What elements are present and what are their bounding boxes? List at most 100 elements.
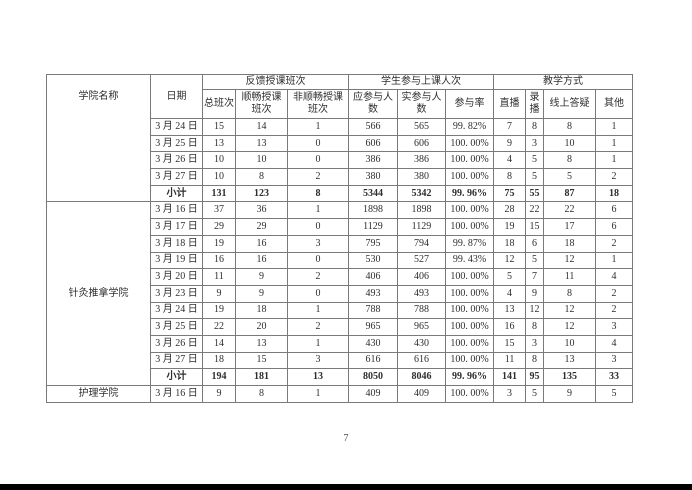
date-cell: 3 月 25 日: [150, 134, 203, 153]
date-cell: 3 月 25 日: [150, 318, 203, 336]
header-date: 日期: [150, 74, 203, 119]
date-cell: 3 月 23 日: [150, 284, 203, 303]
value-cell: 7: [525, 268, 545, 286]
value-cell: 87: [543, 184, 597, 203]
value-cell: 0: [287, 284, 349, 303]
value-cell: 2: [595, 168, 634, 186]
value-cell: 99. 43%: [444, 251, 495, 270]
value-cell: 14: [202, 334, 236, 353]
value-cell: 12: [543, 251, 597, 270]
value-cell: 29: [202, 218, 236, 236]
value-cell: 430: [348, 334, 398, 353]
date-cell: 3 月 24 日: [150, 301, 203, 320]
date-cell: 3 月 18 日: [150, 234, 203, 253]
value-cell: 1129: [348, 218, 398, 236]
value-cell: 565: [397, 118, 446, 136]
value-cell: 5342: [397, 184, 446, 203]
value-cell: 8: [525, 318, 545, 336]
value-cell: 409: [348, 385, 398, 403]
value-cell: 99. 96%: [444, 184, 495, 203]
value-cell: 2: [595, 234, 634, 253]
college-name-cell: 针灸推拿学院: [46, 201, 151, 386]
value-cell: 100. 00%: [444, 151, 495, 170]
value-cell: 13: [287, 368, 349, 386]
value-cell: 8: [525, 118, 545, 136]
date-cell: 3 月 16 日: [150, 385, 203, 403]
value-cell: 36: [235, 201, 288, 220]
header-college-cell: 学院名称: [46, 73, 151, 203]
value-cell: 965: [348, 318, 398, 336]
value-cell: 8: [543, 151, 597, 170]
value-cell: 5: [525, 151, 545, 170]
value-cell: 386: [348, 151, 398, 170]
value-cell: 5: [543, 168, 597, 186]
value-cell: 8: [493, 168, 527, 186]
value-cell: 11: [493, 351, 527, 370]
value-cell: 16: [493, 318, 527, 336]
value-cell: 2: [287, 318, 349, 336]
header-row-columns: 总班次 顺畅授课班次 非顺畅授课班次 应参与人数 实参与人数 参与率 直播 录播…: [47, 89, 634, 119]
value-cell: 527: [397, 251, 446, 270]
value-cell: 1: [595, 134, 634, 153]
value-cell: 18: [235, 301, 288, 320]
header-row-groups: 学院名称 日期 反馈授课班次 学生参与上课人次 教学方式: [46, 73, 634, 203]
value-cell: 386: [397, 151, 446, 170]
value-cell: 18: [595, 184, 634, 203]
header-total-classes: 总班次: [202, 89, 236, 119]
date-cell: 3 月 26 日: [150, 334, 203, 353]
value-cell: 13: [235, 134, 288, 153]
value-cell: 3: [595, 351, 634, 370]
value-cell: 4: [493, 151, 527, 170]
value-cell: 6: [595, 201, 634, 220]
value-cell: 15: [235, 351, 288, 370]
value-cell: 0: [287, 251, 349, 270]
value-cell: 8: [525, 351, 545, 370]
value-cell: 15: [493, 334, 527, 353]
value-cell: 15: [525, 218, 545, 236]
value-cell: 100. 00%: [444, 301, 495, 320]
value-cell: 75: [493, 184, 527, 203]
table-row: 护理学院 3 月 16 日 9 8 1 409 409 100. 00% 3 5 9 5: [46, 385, 634, 403]
value-cell: 10: [543, 134, 597, 153]
value-cell: 12: [493, 251, 527, 270]
value-cell: 430: [397, 334, 446, 353]
value-cell: 15: [202, 118, 236, 136]
value-cell: 10: [202, 168, 236, 186]
value-cell: 123: [235, 184, 288, 203]
value-cell: 99. 96%: [444, 368, 495, 386]
header-non-smooth-classes: 非顺畅授课班次: [287, 89, 349, 119]
value-cell: 10: [235, 151, 288, 170]
value-cell: 22: [202, 318, 236, 336]
value-cell: 99. 82%: [444, 118, 495, 136]
value-cell: 9: [525, 284, 545, 303]
value-cell: 8: [235, 168, 288, 186]
value-cell: 788: [397, 301, 446, 320]
header-actual-participants: 实参与人数: [397, 89, 446, 119]
bottom-window-edge: [0, 484, 692, 490]
table-row: 3 月 25 日 22 20 2 965 965 100. 00% 16 8 12 3: [47, 318, 634, 336]
value-cell: 100. 00%: [444, 134, 495, 153]
value-cell: 100. 00%: [444, 385, 495, 403]
value-cell: 3: [595, 318, 634, 336]
value-cell: 1: [287, 201, 349, 220]
value-cell: 16: [235, 234, 288, 253]
value-cell: 794: [397, 234, 446, 253]
value-cell: 5: [525, 251, 545, 270]
value-cell: 1: [287, 118, 349, 136]
value-cell: 19: [202, 301, 236, 320]
table-row: 3 月 20 日 11 9 2 406 406 100. 00% 5 7 11 4: [47, 268, 634, 286]
value-cell: 20: [235, 318, 288, 336]
value-cell: 1: [287, 301, 349, 320]
value-cell: 10: [543, 334, 597, 353]
value-cell: 16: [202, 251, 236, 270]
value-cell: 3: [493, 385, 527, 403]
value-cell: 100. 00%: [444, 218, 495, 236]
value-cell: 18: [543, 234, 597, 253]
value-cell: 5: [493, 268, 527, 286]
header-live-stream: 直播: [493, 89, 527, 119]
value-cell: 2: [287, 168, 349, 186]
value-cell: 2: [287, 268, 349, 286]
value-cell: 13: [202, 134, 236, 153]
table-row: 3 月 18 日 19 16 3 795 794 99. 87% 18 6 18 2: [47, 234, 634, 253]
